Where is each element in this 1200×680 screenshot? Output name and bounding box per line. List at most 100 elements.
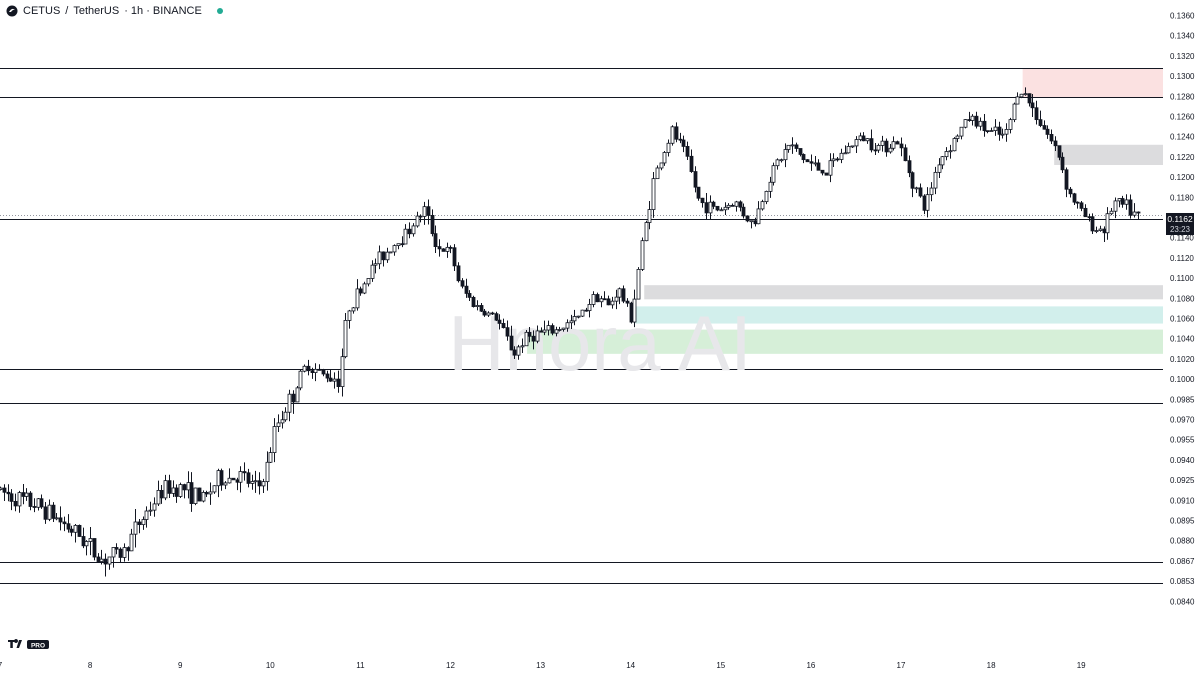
candle[interactable]	[292, 390, 295, 414]
candle[interactable]	[1133, 203, 1136, 217]
candle[interactable]	[220, 469, 223, 491]
candle[interactable]	[251, 475, 254, 490]
candle[interactable]	[232, 478, 235, 480]
candle[interactable]	[63, 517, 66, 532]
candle[interactable]	[352, 307, 355, 314]
candle[interactable]	[1073, 193, 1076, 205]
candle[interactable]	[750, 220, 753, 228]
candle[interactable]	[810, 154, 813, 170]
candle[interactable]	[622, 286, 625, 304]
candle[interactable]	[127, 546, 130, 560]
candle[interactable]	[14, 494, 17, 512]
candle[interactable]	[449, 245, 452, 253]
candle[interactable]	[228, 468, 231, 483]
candle[interactable]	[1084, 204, 1087, 216]
candle[interactable]	[780, 159, 783, 163]
candle[interactable]	[359, 287, 362, 296]
candle[interactable]	[1125, 194, 1128, 209]
candle[interactable]	[29, 491, 32, 510]
candle[interactable]	[908, 155, 911, 177]
candle[interactable]	[318, 364, 321, 370]
candle[interactable]	[776, 158, 779, 169]
candle[interactable]	[814, 156, 817, 166]
candle[interactable]	[10, 489, 13, 510]
candle[interactable]	[844, 145, 847, 153]
candle[interactable]	[236, 478, 239, 490]
candle[interactable]	[709, 195, 712, 219]
candle[interactable]	[314, 363, 317, 381]
candle[interactable]	[1009, 118, 1012, 134]
candle[interactable]	[877, 144, 880, 153]
candle[interactable]	[281, 411, 284, 429]
candle[interactable]	[1076, 201, 1079, 208]
candle[interactable]	[431, 209, 434, 236]
candle[interactable]	[686, 142, 689, 160]
candle[interactable]	[1043, 120, 1046, 129]
candle[interactable]	[1001, 129, 1004, 139]
candle[interactable]	[247, 469, 250, 488]
candle[interactable]	[419, 214, 422, 222]
candle[interactable]	[904, 144, 907, 161]
candle[interactable]	[44, 502, 47, 524]
candle[interactable]	[7, 484, 10, 501]
candle[interactable]	[382, 251, 385, 266]
candle[interactable]	[333, 372, 336, 388]
candle[interactable]	[663, 151, 666, 166]
candle[interactable]	[739, 200, 742, 211]
candle[interactable]	[389, 251, 392, 252]
candle[interactable]	[183, 484, 186, 499]
candle[interactable]	[149, 502, 152, 516]
candle[interactable]	[900, 137, 903, 156]
candle[interactable]	[1091, 213, 1094, 234]
candle[interactable]	[85, 540, 88, 555]
candle[interactable]	[746, 216, 749, 222]
candle[interactable]	[393, 244, 396, 255]
candle[interactable]	[179, 483, 182, 498]
candle[interactable]	[829, 153, 832, 182]
candle[interactable]	[821, 170, 824, 175]
candle[interactable]	[930, 182, 933, 201]
candle[interactable]	[761, 200, 764, 211]
candle[interactable]	[52, 502, 55, 522]
candle[interactable]	[994, 119, 997, 136]
candle[interactable]	[258, 472, 261, 494]
zone-grey-2[interactable]	[644, 285, 1163, 299]
candle[interactable]	[1099, 226, 1102, 232]
candle[interactable]	[205, 491, 208, 497]
candle[interactable]	[769, 177, 772, 198]
candle[interactable]	[397, 244, 400, 250]
candle[interactable]	[269, 447, 272, 463]
candle[interactable]	[953, 137, 956, 151]
candle[interactable]	[960, 127, 963, 139]
candle[interactable]	[784, 143, 787, 167]
candle[interactable]	[299, 370, 302, 391]
candle[interactable]	[371, 260, 374, 282]
candle[interactable]	[187, 471, 190, 498]
candle[interactable]	[374, 259, 377, 274]
candle[interactable]	[934, 167, 937, 194]
candle[interactable]	[442, 248, 445, 251]
candle[interactable]	[630, 302, 633, 324]
candle[interactable]	[465, 279, 468, 298]
candle[interactable]	[862, 132, 865, 141]
candle[interactable]	[652, 172, 655, 218]
candle[interactable]	[859, 133, 862, 142]
candle[interactable]	[108, 557, 111, 570]
tradingview-logo[interactable]: PRO	[8, 639, 49, 650]
candle[interactable]	[446, 243, 449, 258]
candle[interactable]	[694, 166, 697, 192]
candle[interactable]	[138, 519, 141, 533]
candle[interactable]	[134, 509, 137, 548]
candle[interactable]	[104, 554, 107, 577]
candle[interactable]	[671, 125, 674, 145]
candle[interactable]	[660, 163, 663, 171]
candle[interactable]	[1110, 208, 1113, 215]
candle[interactable]	[716, 206, 719, 211]
candle[interactable]	[1065, 167, 1068, 197]
candle[interactable]	[1016, 92, 1019, 104]
candle[interactable]	[55, 513, 58, 520]
candle[interactable]	[892, 136, 895, 150]
candle[interactable]	[386, 248, 389, 263]
candle[interactable]	[416, 212, 419, 228]
candle[interactable]	[243, 462, 246, 480]
